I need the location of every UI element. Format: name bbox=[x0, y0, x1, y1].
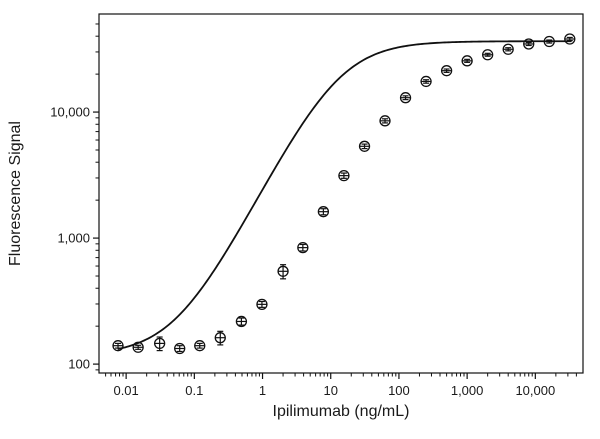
data-point bbox=[379, 115, 391, 127]
data-point bbox=[358, 140, 371, 152]
x-tick-label: 1 bbox=[259, 383, 266, 398]
data-point bbox=[482, 49, 494, 61]
y-tick-label: 1,000 bbox=[57, 231, 90, 246]
data-point bbox=[194, 340, 206, 352]
x-tick-label: 0.01 bbox=[113, 383, 138, 398]
x-tick-label: 100 bbox=[388, 383, 410, 398]
data-point bbox=[317, 206, 330, 218]
x-tick-label: 0.1 bbox=[185, 383, 203, 398]
data-point bbox=[440, 65, 453, 77]
data-point bbox=[399, 92, 412, 104]
data-point bbox=[153, 337, 166, 350]
data-point bbox=[338, 169, 350, 182]
data-point bbox=[112, 340, 124, 352]
data-point bbox=[214, 332, 226, 344]
fit-curve-layer bbox=[117, 40, 572, 351]
data-point bbox=[502, 43, 514, 55]
y-axis-title: Fluorescence Signal bbox=[7, 121, 24, 266]
x-major-ticks: 0.01 0.1 1 10 100 1,000 10,000 bbox=[113, 373, 555, 398]
data-point bbox=[523, 38, 535, 50]
data-point bbox=[256, 298, 268, 310]
plot-frame bbox=[98, 13, 584, 374]
data-point bbox=[174, 342, 186, 355]
data-points-layer bbox=[112, 33, 576, 355]
data-point bbox=[132, 341, 144, 353]
fit-curve bbox=[117, 40, 572, 351]
x-tick-label: 1,000 bbox=[451, 383, 484, 398]
y-tick-label: 100 bbox=[68, 357, 90, 372]
data-point bbox=[420, 75, 432, 88]
data-point bbox=[297, 241, 309, 254]
x-axis-title: Ipilimumab (ng/mL) bbox=[273, 403, 410, 420]
data-point bbox=[564, 33, 576, 45]
data-point bbox=[461, 55, 473, 67]
data-point bbox=[277, 265, 289, 277]
x-tick-label: 10,000 bbox=[515, 383, 555, 398]
data-point bbox=[235, 315, 248, 328]
y-tick-label: 10,000 bbox=[50, 105, 90, 120]
y-major-ticks: 100 1,000 10,000 bbox=[50, 105, 99, 372]
x-tick-label: 10 bbox=[324, 383, 338, 398]
data-point bbox=[543, 35, 555, 48]
